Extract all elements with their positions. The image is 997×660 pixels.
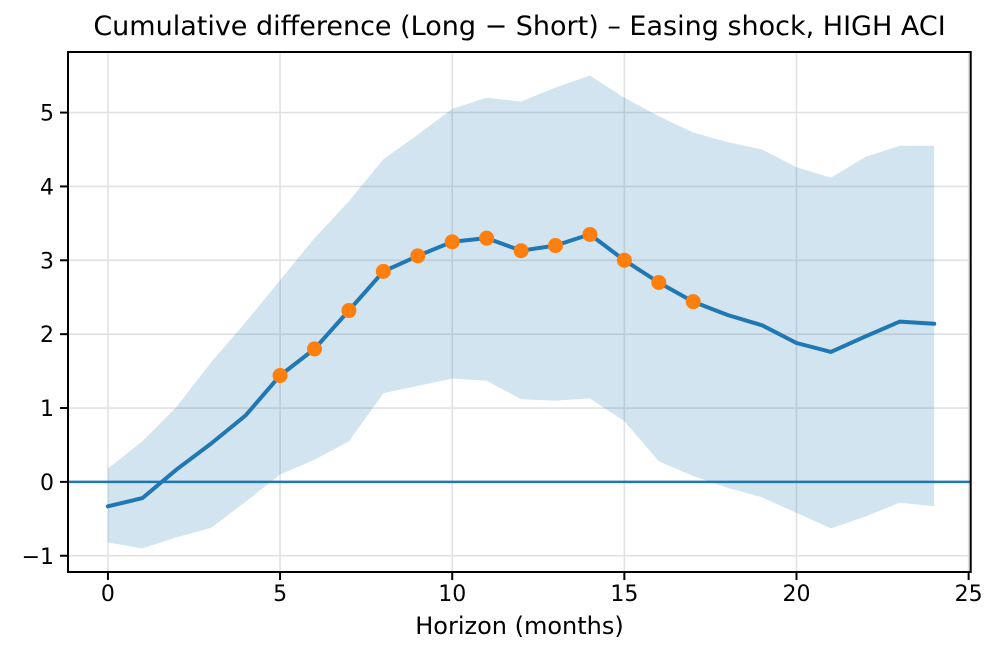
- x-tick-label: 20: [782, 582, 810, 607]
- data-point-marker: [307, 341, 323, 357]
- data-point-marker: [479, 230, 495, 246]
- data-point-marker: [444, 234, 460, 250]
- data-point-marker: [685, 294, 701, 310]
- data-point-marker: [582, 226, 598, 242]
- y-tick-label: 1: [40, 397, 54, 422]
- x-tick-label: 0: [101, 582, 115, 607]
- data-point-marker: [375, 263, 391, 279]
- y-tick-label: −1: [22, 545, 54, 570]
- data-point-marker: [513, 243, 529, 259]
- y-tick-label: 2: [40, 323, 54, 348]
- data-point-marker: [410, 248, 426, 264]
- data-point-marker: [616, 252, 632, 268]
- x-tick-label: 10: [438, 582, 466, 607]
- y-tick-label: 5: [40, 102, 54, 127]
- axes-frame: [67, 51, 972, 573]
- y-tick-label: 4: [40, 175, 54, 200]
- data-point-marker: [341, 303, 357, 319]
- data-point-marker: [547, 238, 563, 254]
- chart-title: Cumulative difference (Long − Short) – E…: [93, 11, 946, 42]
- x-tick-label: 25: [955, 582, 983, 607]
- x-tick-label: 15: [610, 582, 638, 607]
- y-tick-label: 3: [40, 249, 54, 274]
- x-tick-label: 5: [273, 582, 287, 607]
- x-axis-label: Horizon (months): [415, 612, 624, 640]
- data-point-marker: [272, 368, 288, 384]
- confidence-band: [107, 75, 935, 549]
- y-tick-label: 0: [40, 471, 54, 496]
- data-point-marker: [651, 274, 667, 290]
